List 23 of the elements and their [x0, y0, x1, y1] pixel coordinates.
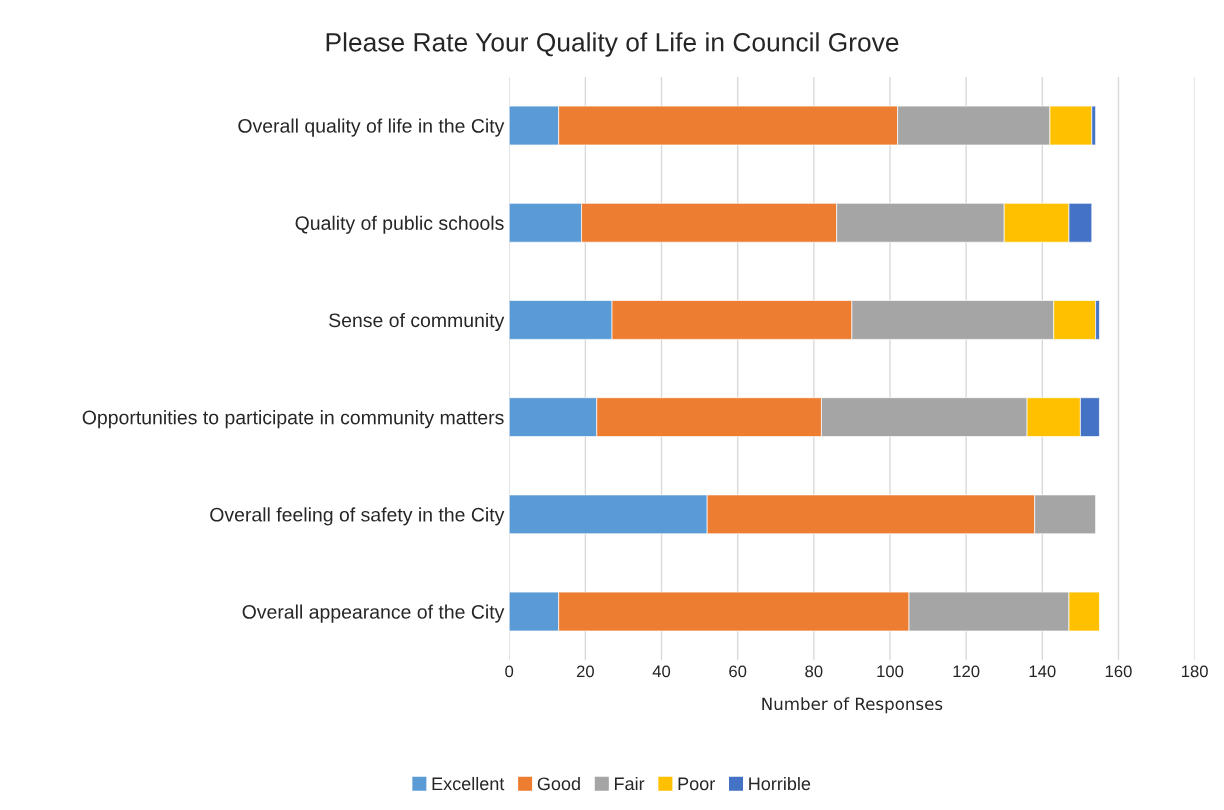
- y-tick-label: Sense of community: [329, 312, 505, 332]
- legend-label: Good: [537, 776, 580, 791]
- x-tick-label: 140: [1029, 665, 1056, 678]
- x-axis-title: Number of Responses: [762, 697, 943, 714]
- x-tick-label: 80: [805, 665, 823, 678]
- y-tick-label: Overall feeling of safety in the City: [210, 507, 505, 526]
- chart-title: Please Rate Your Quality of Life in Council Grove: [326, 32, 899, 57]
- legend-label: Fair: [615, 776, 645, 791]
- legend-label: Excellent: [432, 776, 505, 791]
- x-tick-label: 180: [1181, 665, 1208, 678]
- x-tick-label: 120: [953, 665, 980, 678]
- x-tick-label: 100: [877, 665, 904, 678]
- y-tick-label: Overall appearance of the City: [242, 604, 505, 623]
- legend-label: Horrible: [749, 776, 811, 791]
- x-tick-label: 0: [505, 665, 514, 678]
- x-tick-label: 20: [576, 665, 594, 678]
- legend-label: Poor: [678, 777, 715, 791]
- x-tick-label: 60: [729, 665, 747, 678]
- y-tick-label: Opportunities to participate in community matters: [82, 410, 504, 429]
- y-tick-label: Quality of public schools: [295, 215, 504, 234]
- x-tick-label: 40: [652, 665, 671, 678]
- x-tick-label: 160: [1105, 665, 1132, 678]
- y-tick-label: Overall quality of life in the City: [238, 118, 505, 137]
